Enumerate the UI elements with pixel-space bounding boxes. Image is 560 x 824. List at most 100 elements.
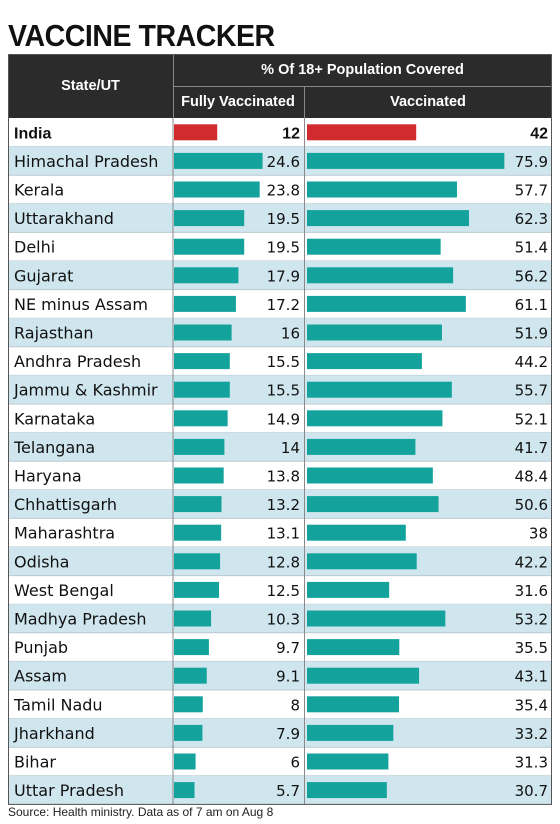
bar-fully-vaccinated: [174, 295, 236, 312]
category-label: Maharashtra: [14, 524, 115, 543]
bar-vaccinated: [307, 124, 417, 141]
row-stripe: [8, 604, 552, 633]
data-label-vaccinated: 57.7: [515, 182, 548, 200]
bar-fully-vaccinated: [174, 410, 228, 427]
data-label-fully: 14.9: [267, 410, 300, 428]
category-label: Gujarat: [14, 266, 73, 285]
category-label: Odisha: [14, 552, 69, 571]
data-label-fully: 8: [290, 696, 300, 714]
bar-fully-vaccinated: [174, 438, 225, 455]
category-label: Haryana: [14, 467, 82, 486]
source-note: Source: Health ministry. Data as of 7 am…: [8, 805, 274, 819]
bar-vaccinated: [307, 524, 406, 541]
category-label: Uttar Pradesh: [14, 781, 124, 800]
bar-fully-vaccinated: [174, 524, 222, 541]
bar-fully-vaccinated: [174, 381, 230, 398]
category-label: Madhya Pradesh: [14, 610, 147, 629]
category-label: Bihar: [14, 753, 56, 772]
bar-fully-vaccinated: [174, 553, 221, 570]
page-title: VACCINE TRACKER: [8, 18, 275, 53]
bar-vaccinated: [307, 238, 441, 255]
bar-fully-vaccinated: [174, 238, 245, 255]
data-label-fully: 19.5: [267, 210, 300, 228]
data-label-fully: 13.1: [267, 525, 300, 543]
data-label-fully: 7.9: [276, 725, 300, 743]
bar-fully-vaccinated: [174, 353, 230, 370]
data-label-vaccinated: 43.1: [515, 668, 548, 686]
bar-vaccinated: [307, 353, 422, 370]
row-stripe: [8, 547, 552, 576]
bar-vaccinated: [307, 467, 433, 484]
row-stripe: [8, 661, 552, 690]
row-stripe: [8, 375, 552, 404]
data-label-vaccinated: 35.4: [515, 696, 548, 714]
row-stripe: [8, 261, 552, 290]
header-divider: [304, 86, 305, 118]
row-stripe: [8, 718, 552, 748]
bar-fully-vaccinated: [174, 724, 203, 741]
data-label-vaccinated: 42.2: [515, 553, 548, 571]
column-header-group: % Of 18+ Population Covered: [261, 62, 464, 78]
row-stripe: [8, 318, 552, 347]
data-label-vaccinated: 53.2: [515, 611, 548, 629]
category-label: NE minus Assam: [14, 295, 148, 314]
category-label: Telangana: [13, 438, 95, 457]
row-stripe: [8, 775, 552, 805]
bar-vaccinated: [307, 610, 446, 627]
data-label-fully: 13.2: [267, 496, 300, 514]
category-label: Tamil Nadu: [13, 695, 103, 714]
data-label-fully: 6: [290, 754, 300, 772]
data-label-fully: 10.3: [267, 611, 300, 629]
bar-fully-vaccinated: [174, 210, 245, 227]
data-label-fully: 5.7: [276, 782, 300, 800]
bar-vaccinated: [307, 639, 400, 656]
bar-fully-vaccinated: [174, 324, 232, 341]
bar-fully-vaccinated: [174, 467, 224, 484]
data-label-fully: 12.8: [267, 553, 300, 571]
data-label-fully: 12.5: [267, 582, 300, 600]
bar-vaccinated: [307, 181, 458, 198]
bar-vaccinated: [307, 553, 417, 570]
data-label-vaccinated: 51.4: [515, 239, 548, 257]
data-label-fully: 15.5: [267, 382, 300, 400]
bar-fully-vaccinated: [174, 124, 218, 141]
header-divider: [173, 54, 174, 118]
bar-vaccinated: [307, 267, 454, 284]
data-label-vaccinated: 75.9: [515, 153, 548, 171]
category-label: West Bengal: [14, 581, 114, 600]
data-label-vaccinated: 48.4: [515, 468, 548, 486]
data-label-vaccinated: 61.1: [515, 296, 548, 314]
data-label-fully: 19.5: [267, 239, 300, 257]
category-label: Rajasthan: [14, 324, 94, 343]
category-label: Andhra Pradesh: [14, 352, 141, 371]
category-label: Jammu & Kashmir: [13, 381, 158, 400]
data-label-vaccinated: 55.7: [515, 382, 548, 400]
data-label-fully: 9.1: [276, 668, 300, 686]
data-label-fully: 9.7: [276, 639, 300, 657]
data-label-vaccinated: 42: [530, 125, 548, 142]
category-label: Punjab: [14, 638, 68, 657]
bar-vaccinated: [307, 152, 505, 169]
data-label-vaccinated: 35.5: [515, 639, 548, 657]
category-label: India: [14, 125, 51, 142]
bar-vaccinated: [307, 696, 400, 713]
category-label: Assam: [14, 667, 67, 686]
bar-vaccinated: [307, 295, 466, 312]
bar-fully-vaccinated: [174, 782, 195, 799]
column-header-fully-vaccinated: Fully Vaccinated: [181, 94, 295, 110]
bar-vaccinated: [307, 438, 416, 455]
bar-fully-vaccinated: [174, 581, 219, 598]
category-label: Karnataka: [14, 409, 95, 428]
data-label-vaccinated: 41.7: [515, 439, 548, 457]
category-label: Himachal Pradesh: [14, 152, 158, 171]
data-label-fully: 16: [281, 325, 300, 343]
bar-vaccinated: [307, 753, 389, 770]
column-header-vaccinated: Vaccinated: [390, 94, 466, 110]
bar-fully-vaccinated: [174, 696, 203, 713]
data-label-fully: 15.5: [267, 353, 300, 371]
data-label-vaccinated: 52.1: [515, 410, 548, 428]
category-label: Kerala: [14, 181, 64, 200]
data-label-vaccinated: 30.7: [515, 782, 548, 800]
data-label-vaccinated: 51.9: [515, 325, 548, 343]
bar-fully-vaccinated: [174, 496, 222, 513]
